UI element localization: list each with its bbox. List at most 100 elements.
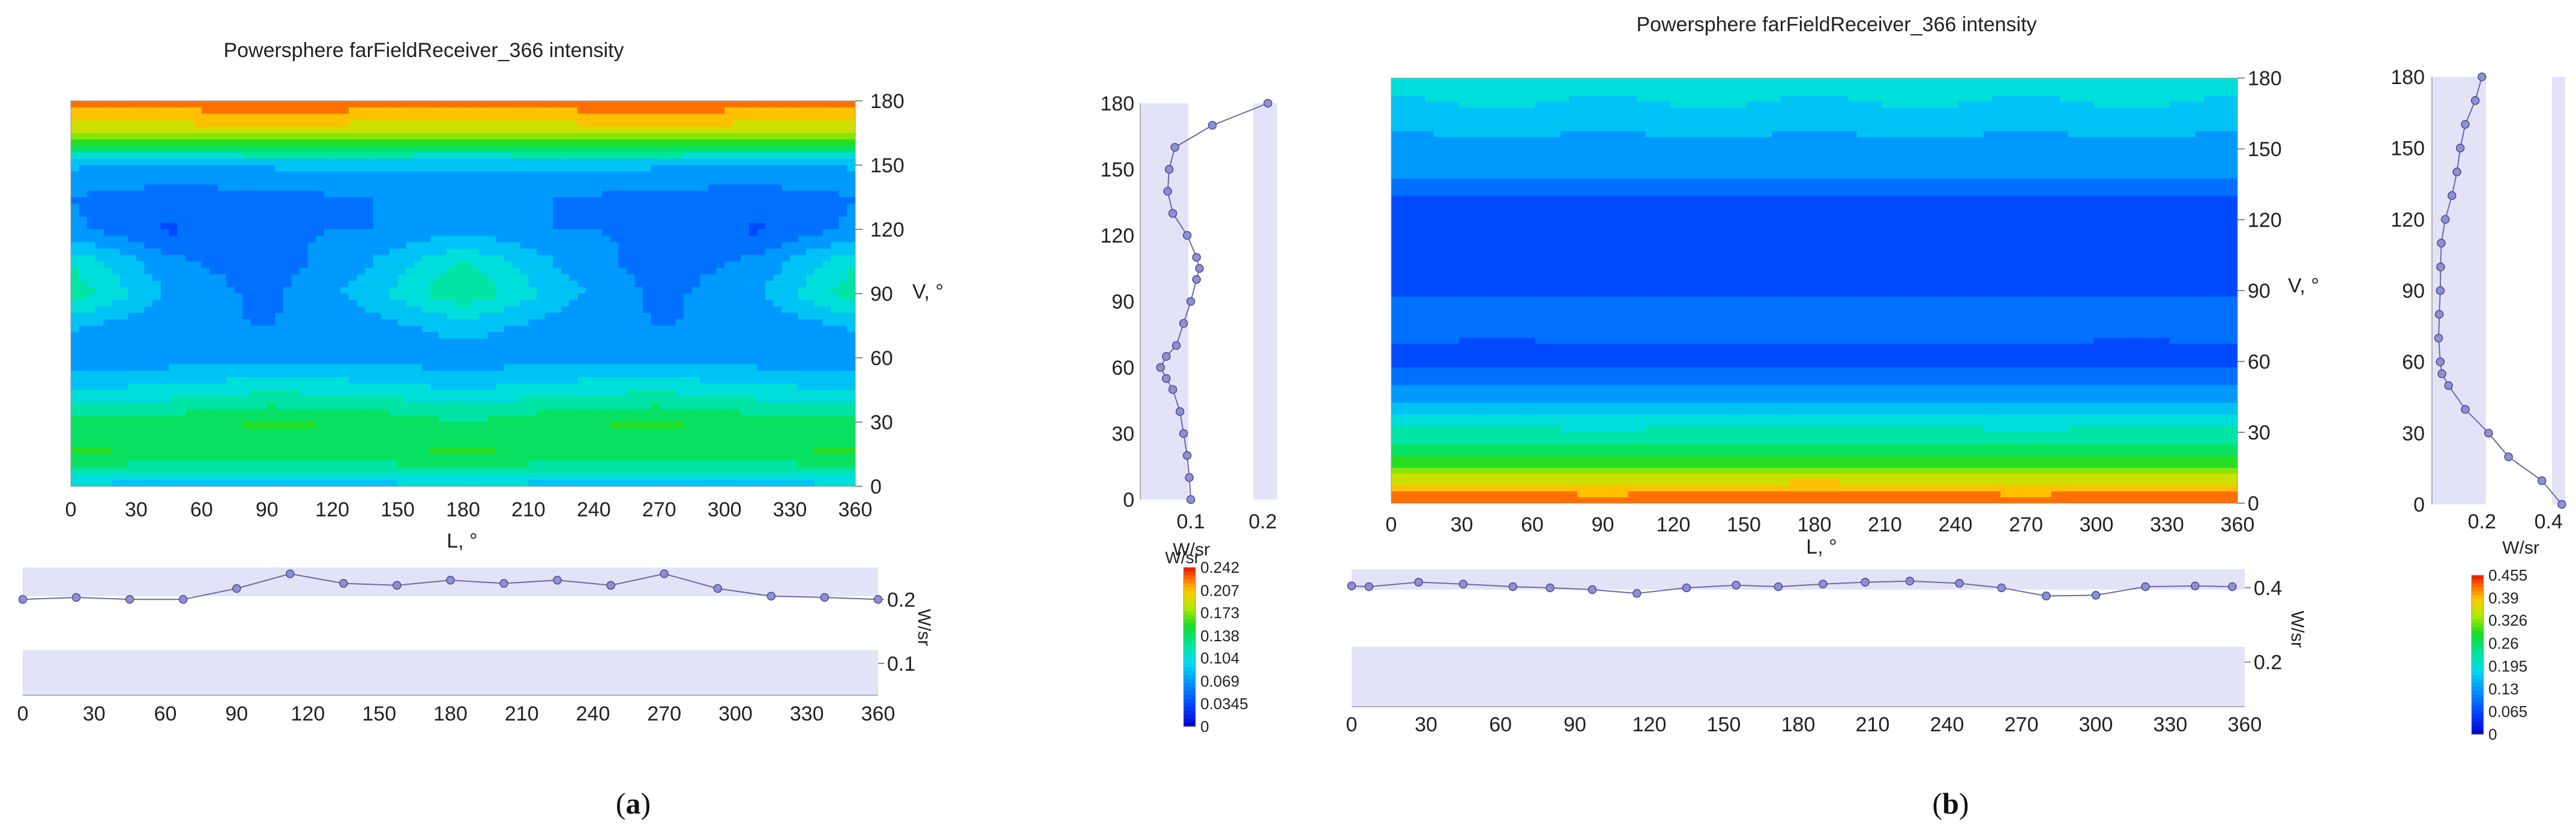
- heatmap-cell: [193, 197, 202, 204]
- heatmap-cell: [675, 313, 684, 320]
- heatmap-cell: [136, 139, 145, 147]
- heatmap-cell: [814, 107, 823, 114]
- heatmap-cell: [716, 255, 725, 262]
- heatmap-cell: [757, 133, 766, 140]
- heatmap-cell: [266, 229, 275, 237]
- heatmap-cell: [316, 422, 325, 429]
- heatmap-cell: [71, 216, 80, 223]
- heatmap-cell: [447, 402, 456, 410]
- heatmap-cell: [537, 204, 546, 211]
- heatmap-cell: [266, 197, 275, 204]
- heatmap-cell: [348, 402, 358, 410]
- heatmap-cell: [651, 113, 660, 121]
- heatmap-cell: [847, 274, 856, 282]
- heatmap-cell: [316, 178, 325, 185]
- heatmap-cell: [87, 255, 96, 262]
- heatmap-cell: [479, 383, 488, 391]
- heatmap-cell: [209, 306, 218, 313]
- heatmap-cell: [275, 101, 284, 108]
- heatmap-cell: [822, 171, 831, 178]
- heatmap-cell: [487, 204, 496, 211]
- heatmap-cell: [389, 345, 399, 352]
- heatmap-cell: [275, 190, 284, 198]
- heatmap-cell: [512, 235, 521, 243]
- heatmap-cell: [136, 178, 145, 185]
- heatmap-cell: [847, 210, 856, 217]
- heatmap-cell: [537, 216, 546, 223]
- heatmap-cell: [226, 159, 235, 166]
- heatmap-cell: [765, 377, 774, 384]
- heatmap-cell: [781, 120, 790, 127]
- heatmap-cell: [218, 120, 227, 127]
- heatmap-cell: [544, 345, 553, 352]
- heatmap-cell: [700, 332, 709, 339]
- heatmap-cell: [537, 261, 546, 268]
- heatmap-cell: [528, 268, 537, 275]
- heatmap-cell: [169, 415, 178, 423]
- heatmap-cell: [397, 165, 406, 172]
- heatmap-cell: [822, 184, 831, 192]
- heatmap-cell: [160, 101, 169, 108]
- heatmap-cell: [577, 306, 586, 313]
- heatmap-cell: [144, 377, 153, 384]
- heatmap-cell: [691, 300, 700, 307]
- heatmap-cell: [847, 139, 856, 147]
- heatmap-cell: [553, 152, 562, 159]
- heatmap-cell: [495, 145, 505, 153]
- heatmap-cell: [757, 377, 766, 384]
- heatmap-cell: [528, 235, 537, 243]
- heatmap-cell: [414, 294, 423, 301]
- heatmap-cell: [365, 229, 374, 237]
- heatmap-cell: [561, 190, 570, 198]
- heatmap-cell: [389, 319, 399, 327]
- heatmap-cell: [438, 113, 447, 121]
- heatmap-cell: [675, 338, 684, 346]
- heatmap-cell: [594, 249, 603, 256]
- heatmap-cell: [275, 178, 284, 185]
- heatmap-cell: [537, 274, 546, 282]
- heatmap-cell: [684, 268, 693, 275]
- heatmap-cell: [307, 165, 317, 172]
- heatmap-cell: [283, 268, 292, 275]
- heatmap-cell: [324, 139, 333, 147]
- heatmap-cell: [724, 204, 733, 211]
- heatmap-cell: [259, 197, 268, 204]
- heatmap-cell: [594, 338, 603, 346]
- heatmap-cell: [242, 396, 251, 403]
- heatmap-cell: [708, 358, 717, 365]
- heatmap-cell: [838, 261, 847, 268]
- heatmap-cell: [79, 377, 88, 384]
- heatmap-cell: [520, 396, 529, 403]
- heatmap-cell: [152, 383, 161, 391]
- heatmap-cell: [447, 120, 456, 127]
- heatmap-cell: [357, 313, 366, 320]
- heatmap-cell: [471, 370, 480, 378]
- heatmap-cell: [340, 204, 349, 211]
- heatmap-cell: [324, 377, 333, 384]
- heatmap-cell: [504, 332, 513, 339]
- heatmap-cell: [471, 113, 480, 121]
- heatmap-cell: [463, 287, 472, 294]
- heatmap-cell: [71, 101, 80, 108]
- heatmap-cell: [226, 249, 235, 256]
- heatmap-cell: [422, 145, 431, 153]
- heatmap-cell: [209, 287, 218, 294]
- heatmap-cell: [381, 422, 390, 429]
- heatmap-cell: [259, 402, 268, 410]
- heatmap-cell: [259, 274, 268, 282]
- heatmap-cell: [651, 358, 660, 365]
- heatmap-cell: [520, 139, 529, 147]
- heatmap-cell: [266, 428, 275, 435]
- heatmap-cell: [193, 390, 202, 397]
- heatmap-cell: [553, 261, 562, 268]
- heatmap-cell: [741, 210, 750, 217]
- heatmap-cell: [357, 325, 366, 333]
- heatmap-cell: [430, 338, 439, 346]
- heatmap-cell: [585, 313, 594, 320]
- heatmap-cell: [790, 107, 799, 114]
- heatmap-cell: [324, 383, 333, 391]
- heatmap-cell: [659, 159, 668, 166]
- heatmap-cell: [259, 313, 268, 320]
- heatmap-cell: [634, 274, 643, 282]
- heatmap-cell: [798, 396, 807, 403]
